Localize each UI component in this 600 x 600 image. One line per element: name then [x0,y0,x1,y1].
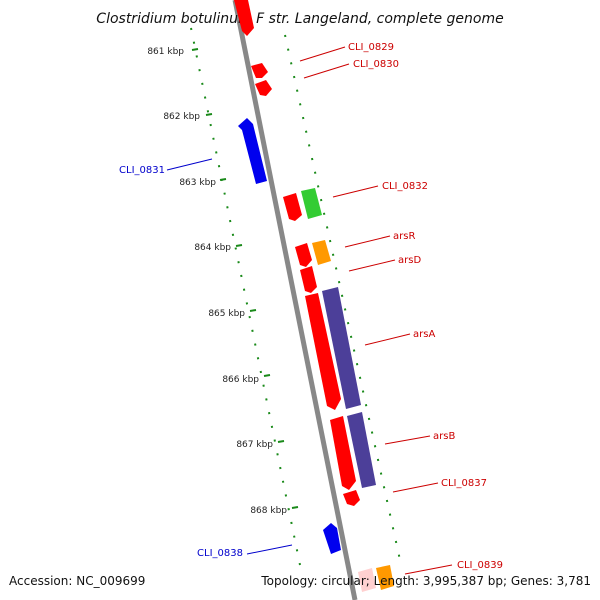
gene-arrow[interactable] [301,188,322,219]
gene-label-cli-0831[interactable]: CLI_0831 [119,165,165,176]
tick-mark [219,178,227,181]
label-leaders [166,46,453,575]
tick-label: 867 kbp [236,440,273,450]
gene-arrow[interactable] [347,412,376,488]
gene-arrow[interactable] [283,193,302,221]
tick-mark [235,244,243,247]
genome-summary-label: Topology: circular; Length: 3,995,387 bp… [261,574,591,588]
tick-mark [277,440,285,443]
label-leader [166,158,213,171]
tick-mark [263,374,271,377]
label-leader [246,544,293,555]
tick-label: 863 kbp [179,178,216,188]
gene-arrow[interactable] [295,243,312,267]
label-leader [332,185,379,198]
ticks [191,48,299,509]
label-leader [303,63,350,79]
tick-mark [191,48,199,51]
label-leader [404,564,453,575]
gene-label-cli-0838[interactable]: CLI_0838 [197,548,243,559]
gene-arrow[interactable] [322,287,361,409]
gene-arrow[interactable] [330,416,356,490]
inner-tick-track [190,27,301,566]
tick-label: 861 kbp [147,47,184,57]
tick-label: 864 kbp [194,243,231,253]
gene-label-cli-0839[interactable]: CLI_0839 [457,560,503,571]
gene-label-arsr[interactable]: arsR [393,231,415,242]
tick-label: 865 kbp [208,309,245,319]
gene-label-cli-0829[interactable]: CLI_0829 [348,42,394,53]
tick-mark [249,309,257,312]
gene-label-cli-0830[interactable]: CLI_0830 [353,59,399,70]
label-leader [344,235,391,248]
gene-label-arsd[interactable]: arsD [398,255,421,266]
label-leader [384,435,431,445]
genome-backbone [232,0,358,600]
gene-arrow[interactable] [343,490,360,506]
gene-arrow[interactable] [305,293,341,410]
tick-label: 868 kbp [250,506,287,516]
tick-label: 866 kbp [222,375,259,385]
label-leader [299,46,346,62]
gene-label-arsa[interactable]: arsA [413,329,435,340]
tick-mark [291,506,299,509]
accession-label: Accession: NC_009699 [9,574,146,588]
gene-label-cli-0832[interactable]: CLI_0832 [382,181,428,192]
gene-features [234,0,394,592]
label-leader [348,259,396,272]
label-leader [364,333,411,346]
gene-arrow[interactable] [238,118,267,184]
map-title: Clostridium botulinum F str. Langeland, … [96,11,503,27]
tick-label: 862 kbp [163,112,200,122]
gene-labels: CLI_0829 CLI_0830 CLI_0831 CLI_0832 arsR… [119,42,503,571]
gene-arrow[interactable] [376,565,394,590]
gene-arrow[interactable] [234,0,254,36]
label-leader [392,482,439,493]
gene-arrow[interactable] [300,266,317,293]
tick-mark [205,113,213,116]
gene-arrow[interactable] [312,240,331,265]
gene-label-cli-0837[interactable]: CLI_0837 [441,478,487,489]
tick-labels: 861 kbp 862 kbp 863 kbp 864 kbp 865 kbp … [147,47,287,516]
gene-label-arsb[interactable]: arsB [433,431,455,442]
gene-arrow[interactable] [323,523,341,554]
gene-arrow[interactable] [358,568,376,592]
gene-arrow[interactable] [251,63,268,78]
gene-arrow[interactable] [255,80,272,96]
